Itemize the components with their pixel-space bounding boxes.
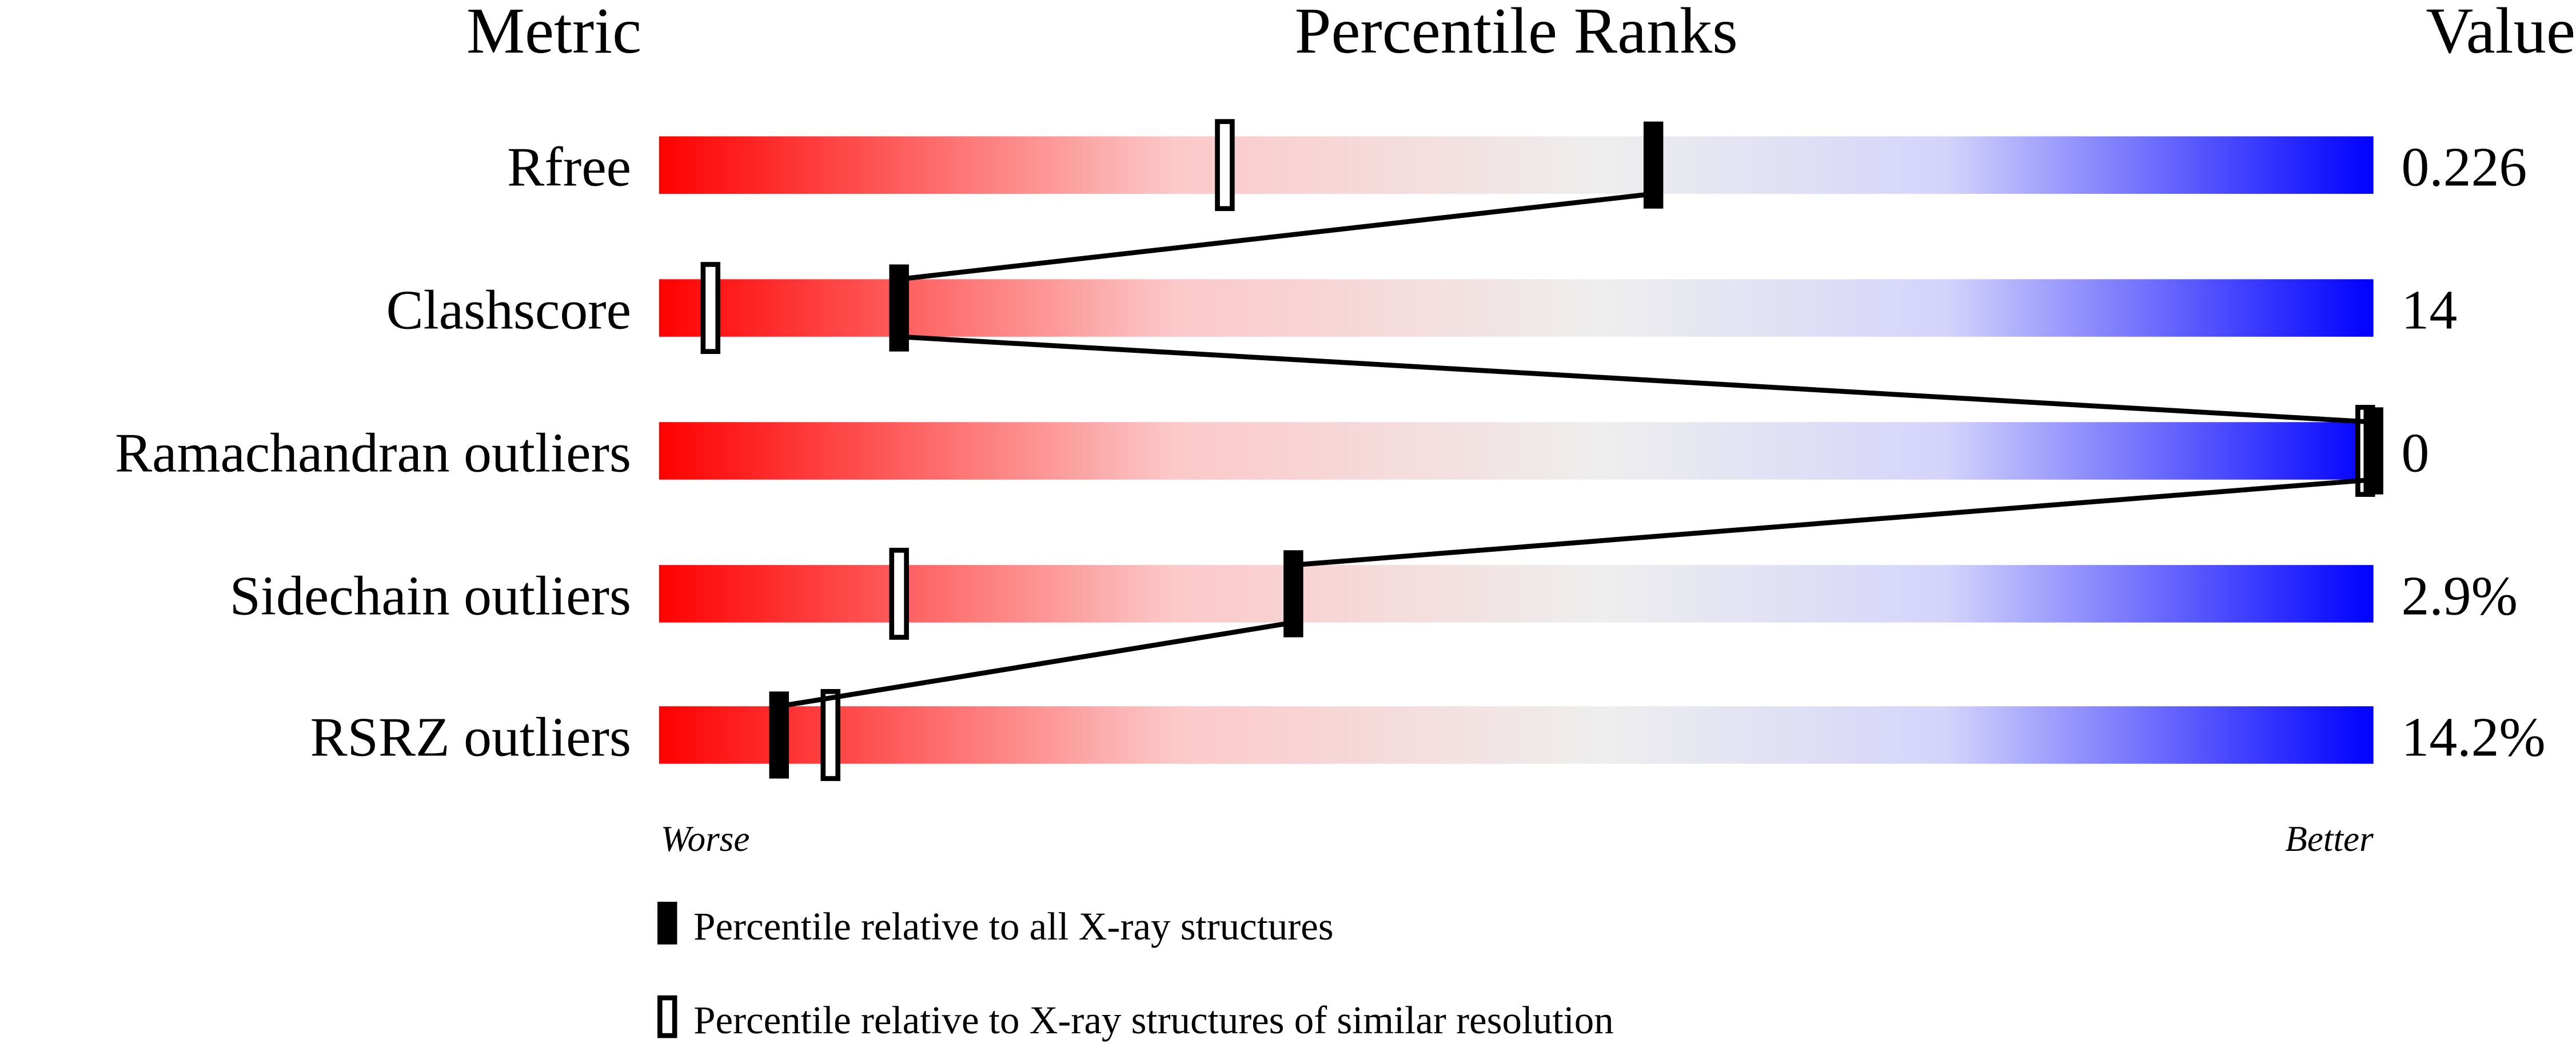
metric-label: Rfree xyxy=(507,137,631,198)
connector-line xyxy=(1293,477,2374,568)
legend-filled-marker xyxy=(657,901,677,945)
percentile-bar xyxy=(659,565,2374,623)
connector-line xyxy=(899,191,1654,282)
similar-resolution-marker xyxy=(1215,119,1235,212)
metric-value: 0 xyxy=(2402,422,2430,484)
value-header: Value xyxy=(2426,0,2575,67)
connector-line xyxy=(779,620,1294,709)
legend-all-label: Percentile relative to all X-ray structu… xyxy=(693,905,1334,948)
percentile-bar xyxy=(659,136,2374,194)
metric-label: Sidechain outliers xyxy=(230,565,631,627)
percentile-header: Percentile Ranks xyxy=(1295,0,1738,67)
metric-value: 14.2% xyxy=(2402,706,2546,768)
better-label: Better xyxy=(2285,819,2374,859)
metric-value: 14 xyxy=(2402,279,2458,341)
similar-resolution-marker xyxy=(889,547,909,640)
percentile-bar xyxy=(659,422,2374,480)
metric-value: 0.226 xyxy=(2402,137,2527,198)
metric-header: Metric xyxy=(466,0,641,67)
percentile-bar xyxy=(659,706,2374,764)
legend-similar-label: Percentile relative to X-ray structures … xyxy=(693,998,1614,1042)
worse-label: Worse xyxy=(661,819,750,859)
metric-value: 2.9% xyxy=(2402,565,2518,627)
metric-label: RSRZ outliers xyxy=(310,706,631,768)
similar-resolution-marker xyxy=(700,262,721,355)
legend-open-marker xyxy=(657,995,677,1038)
metric-label: Clashscore xyxy=(386,279,632,341)
connector-line xyxy=(899,334,2374,425)
metric-label: Ramachandran outliers xyxy=(115,422,631,484)
percentile-bar xyxy=(659,279,2374,337)
similar-resolution-marker xyxy=(820,688,840,781)
